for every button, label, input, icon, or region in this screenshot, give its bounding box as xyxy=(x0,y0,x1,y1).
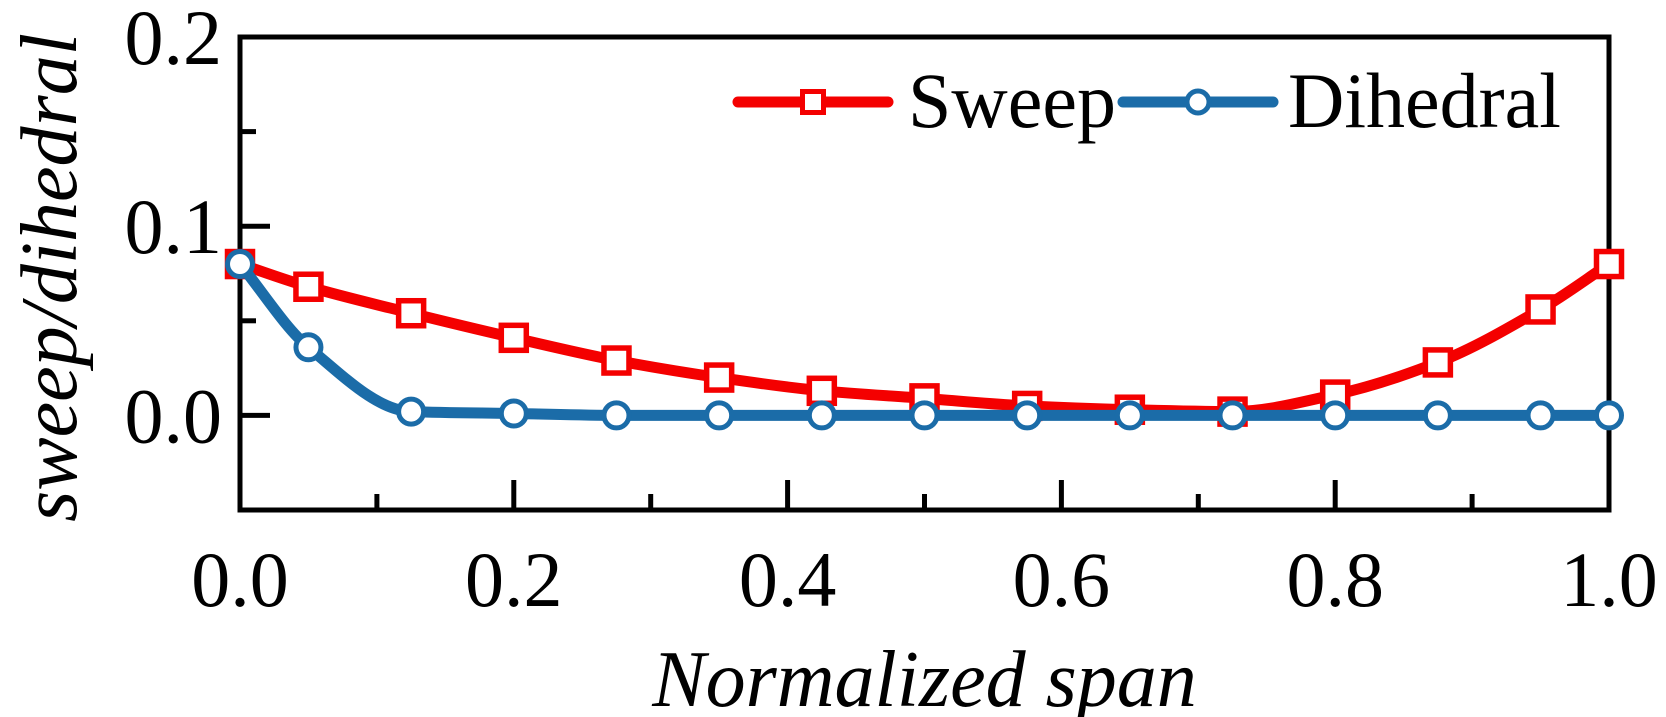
legend-dihedral-label: Dihedral xyxy=(1288,57,1561,144)
x-tick-label: 0.6 xyxy=(1013,536,1111,623)
dihedral-marker xyxy=(1320,400,1351,431)
dihedral-marker xyxy=(704,400,735,431)
sweep-marker xyxy=(1593,248,1625,280)
sweep-marker xyxy=(806,375,838,407)
dihedral-marker xyxy=(1114,400,1145,431)
dihedral-marker xyxy=(1217,400,1248,431)
sweep-marker xyxy=(1525,294,1556,325)
x-tick-label: 0.4 xyxy=(739,536,837,623)
legend-dihedral-marker-icon xyxy=(1184,88,1212,116)
x-tick-label: 0.2 xyxy=(465,536,563,623)
y-tick-label: 0.2 xyxy=(125,0,223,81)
dihedral-marker xyxy=(396,396,427,427)
sweep-marker xyxy=(395,297,427,329)
dihedral-marker xyxy=(1012,400,1043,431)
y-axis-title: sweep/dihedral xyxy=(6,33,94,522)
legend: Sweep Dihedral xyxy=(732,57,1561,144)
dihedral-marker xyxy=(498,398,529,429)
dihedral-marker xyxy=(293,332,324,363)
x-tick-label: 0.0 xyxy=(191,536,289,623)
dihedral-marker xyxy=(806,400,837,431)
x-tick-label: 0.8 xyxy=(1286,536,1384,623)
dihedral-marker xyxy=(601,400,632,431)
dihedral-marker xyxy=(1525,400,1556,431)
sweep-marker xyxy=(601,345,632,376)
x-axis-title: Normalized span xyxy=(651,636,1197,717)
legend-sweep-marker-icon xyxy=(800,89,826,115)
dihedral-marker xyxy=(909,400,940,431)
dihedral-marker xyxy=(1422,400,1453,431)
legend-sweep-label: Sweep xyxy=(908,57,1116,144)
y-tick-label: 0.1 xyxy=(125,183,223,270)
dihedral-marker xyxy=(225,249,255,280)
sweep-marker xyxy=(293,271,324,302)
sweep-marker xyxy=(498,322,530,354)
dihedral-marker xyxy=(1594,400,1624,431)
sweep-marker xyxy=(1422,347,1454,378)
y-tick-label: 0.0 xyxy=(125,372,223,459)
x-tick-label: 1.0 xyxy=(1560,536,1658,623)
sweep-marker xyxy=(703,362,735,393)
